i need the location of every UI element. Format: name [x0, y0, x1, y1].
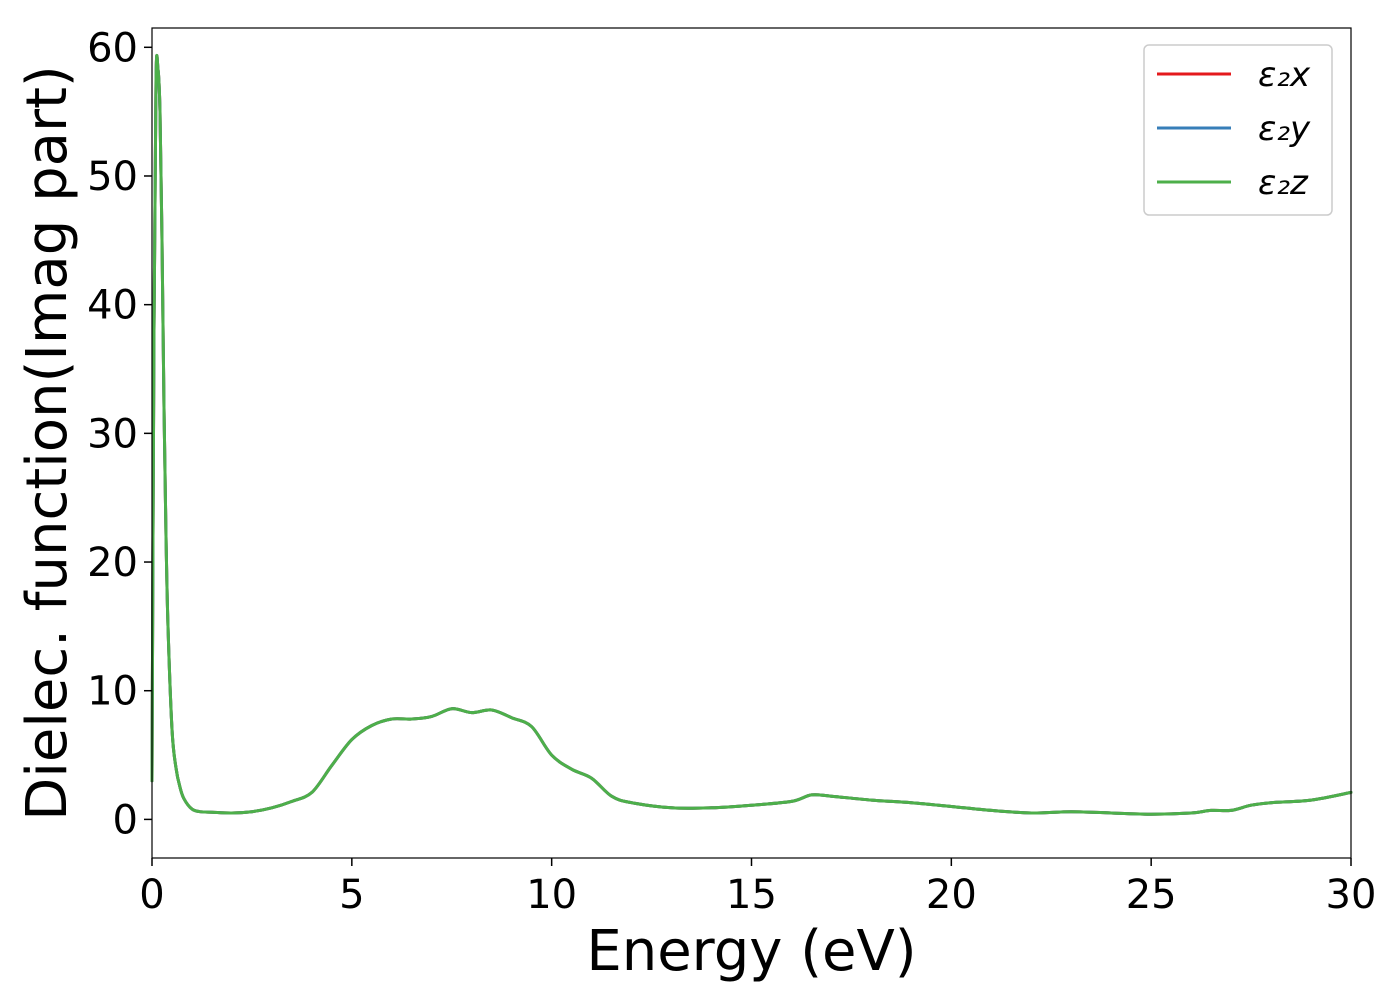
legend-items: ε₂x ε₂y ε₂z	[1157, 55, 1311, 203]
y-tick-label: 60	[87, 25, 138, 71]
y-tick-label: 0	[113, 797, 138, 843]
x-tick-label: 10	[526, 872, 577, 918]
x-tick-label: 20	[926, 872, 977, 918]
y-tick-label: 30	[87, 411, 138, 457]
y-tick-label: 20	[87, 540, 138, 586]
legend-label-1: ε₂x	[1258, 55, 1311, 95]
x-tick-label: 30	[1326, 872, 1377, 918]
x-axis-label: Energy (eV)	[586, 919, 916, 984]
y-tick-label: 10	[87, 669, 138, 715]
legend-label-2: ε₂y	[1258, 109, 1311, 149]
x-tick-label: 25	[1126, 872, 1177, 918]
ticks-layer: 0 5 10 15 20 25 30 0 10 20 30 40 50 60	[87, 25, 1376, 918]
legend-label-3: ε₂z	[1258, 163, 1309, 203]
y-axis-label: Dielec. function(Imag part)	[15, 65, 80, 821]
series-layer	[150, 53, 1353, 816]
legend: ε₂x ε₂y ε₂z	[1143, 44, 1333, 216]
x-tick-label: 0	[139, 872, 164, 918]
y-tick-label: 50	[87, 154, 138, 200]
y-tick-label: 40	[87, 283, 138, 329]
legend-box	[1143, 44, 1333, 216]
x-tick-label: 5	[339, 872, 364, 918]
x-tick-label: 15	[726, 872, 777, 918]
series-line-3	[150, 53, 1353, 816]
